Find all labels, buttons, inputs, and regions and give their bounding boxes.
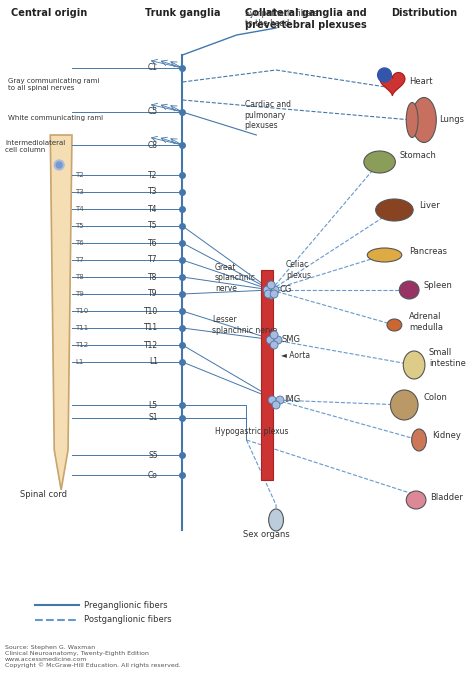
Text: Distribution: Distribution (391, 8, 457, 18)
Text: Stomach: Stomach (399, 150, 436, 160)
Text: T6: T6 (148, 238, 158, 248)
Text: T4: T4 (75, 206, 83, 212)
Text: Heart: Heart (409, 77, 433, 87)
Ellipse shape (367, 248, 402, 262)
Text: T10: T10 (144, 307, 158, 315)
Text: Preganglionic fibers: Preganglionic fibers (84, 600, 167, 609)
Text: Postganglionic fibers: Postganglionic fibers (84, 615, 172, 624)
Text: C1: C1 (148, 64, 158, 72)
Circle shape (274, 336, 282, 344)
Circle shape (56, 162, 62, 168)
Text: SMG: SMG (282, 336, 301, 345)
Text: Gray communicating rami
to all spinal nerves: Gray communicating rami to all spinal ne… (8, 78, 99, 91)
Polygon shape (380, 72, 405, 95)
Text: White communicating rami: White communicating rami (8, 115, 103, 121)
Text: Spleen: Spleen (424, 280, 453, 290)
Text: Colon: Colon (424, 393, 448, 403)
Circle shape (263, 286, 271, 294)
Circle shape (270, 290, 278, 298)
Circle shape (276, 396, 284, 404)
Text: Lesser
splanchnic nerve: Lesser splanchnic nerve (212, 315, 277, 334)
Circle shape (270, 341, 278, 349)
Text: Bladder: Bladder (430, 492, 463, 502)
Text: IMG: IMG (284, 395, 300, 404)
Polygon shape (50, 135, 72, 490)
Circle shape (378, 68, 392, 82)
Text: T9: T9 (148, 290, 158, 299)
Circle shape (272, 401, 280, 409)
Circle shape (54, 160, 64, 170)
Text: Intermediolateral
cell column: Intermediolateral cell column (5, 140, 65, 153)
Text: Great
splanchnic
nerve: Great splanchnic nerve (215, 263, 256, 293)
Text: T7: T7 (75, 257, 84, 263)
Circle shape (267, 281, 275, 289)
Ellipse shape (411, 97, 436, 142)
Text: Central origin: Central origin (11, 8, 87, 18)
Ellipse shape (387, 319, 402, 331)
Ellipse shape (376, 199, 413, 221)
Text: L5: L5 (149, 401, 158, 410)
Text: T10: T10 (75, 308, 88, 314)
Text: Adrenal
medulla: Adrenal medulla (409, 312, 443, 332)
Ellipse shape (411, 429, 427, 451)
Text: T3: T3 (148, 188, 158, 196)
Text: S5: S5 (148, 450, 158, 460)
Text: T5: T5 (75, 223, 83, 229)
Text: T6: T6 (75, 240, 84, 246)
Text: L1: L1 (75, 359, 83, 365)
Text: Kidney: Kidney (432, 431, 461, 441)
Circle shape (268, 396, 276, 404)
Text: Pancreas: Pancreas (409, 248, 447, 257)
Text: Hypogastric plexus: Hypogastric plexus (215, 427, 289, 437)
Ellipse shape (364, 151, 395, 173)
Text: T4: T4 (148, 204, 158, 213)
Text: T11: T11 (144, 324, 158, 332)
Circle shape (266, 336, 274, 344)
Text: S1: S1 (148, 414, 158, 422)
Text: T11: T11 (75, 325, 88, 331)
Text: T5: T5 (148, 221, 158, 230)
Ellipse shape (406, 491, 426, 509)
Circle shape (271, 286, 279, 294)
Text: T12: T12 (75, 342, 88, 348)
Text: Sex organs: Sex organs (243, 530, 290, 539)
Text: C8: C8 (148, 141, 158, 150)
Circle shape (267, 291, 275, 299)
Text: Spinal cord: Spinal cord (20, 490, 67, 499)
Circle shape (264, 290, 272, 298)
Ellipse shape (269, 509, 283, 531)
Text: CG: CG (279, 286, 292, 294)
Text: T2: T2 (148, 171, 158, 179)
Text: C5: C5 (147, 108, 158, 116)
Ellipse shape (403, 351, 425, 379)
Ellipse shape (406, 102, 418, 137)
Text: Collateral ganglia and
prevertebral plexuses: Collateral ganglia and prevertebral plex… (245, 8, 366, 30)
Text: T2: T2 (75, 172, 83, 178)
Text: ◄ Aorta: ◄ Aorta (281, 351, 310, 359)
Ellipse shape (391, 390, 418, 420)
Text: T12: T12 (144, 341, 158, 349)
Text: T3: T3 (75, 189, 84, 195)
Circle shape (270, 331, 278, 339)
Text: T9: T9 (75, 291, 84, 297)
Bar (261, 270, 273, 480)
Text: Lungs: Lungs (439, 116, 464, 125)
Text: Celiac
plexus: Celiac plexus (286, 260, 311, 280)
Text: Small
intestine: Small intestine (429, 348, 466, 368)
Text: T8: T8 (148, 273, 158, 282)
Text: Trunk ganglia: Trunk ganglia (145, 8, 220, 18)
Text: L1: L1 (149, 357, 158, 366)
Text: Sympathetic fibers
to the head: Sympathetic fibers to the head (245, 9, 317, 28)
Text: Liver: Liver (419, 200, 440, 209)
Text: Co: Co (148, 471, 158, 479)
Text: T8: T8 (75, 274, 84, 280)
Ellipse shape (399, 281, 419, 299)
Text: Cardiac and
pulmonary
plexuses: Cardiac and pulmonary plexuses (245, 100, 291, 130)
Text: T7: T7 (148, 255, 158, 265)
Text: Source: Stephen G. Waxman
Clinical Neuroanatomy, Twenty-Eighth Edition
www.acces: Source: Stephen G. Waxman Clinical Neuro… (5, 645, 181, 668)
